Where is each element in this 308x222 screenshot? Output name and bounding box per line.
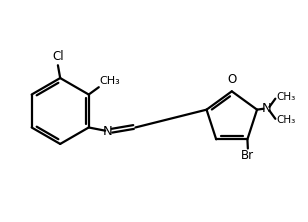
Text: O: O (227, 73, 237, 86)
Text: N: N (103, 125, 113, 138)
Text: CH₃: CH₃ (276, 115, 295, 125)
Text: N: N (261, 102, 271, 115)
Text: Br: Br (241, 149, 254, 163)
Text: CH₃: CH₃ (276, 92, 295, 102)
Text: CH₃: CH₃ (100, 76, 120, 86)
Text: Cl: Cl (52, 50, 64, 63)
